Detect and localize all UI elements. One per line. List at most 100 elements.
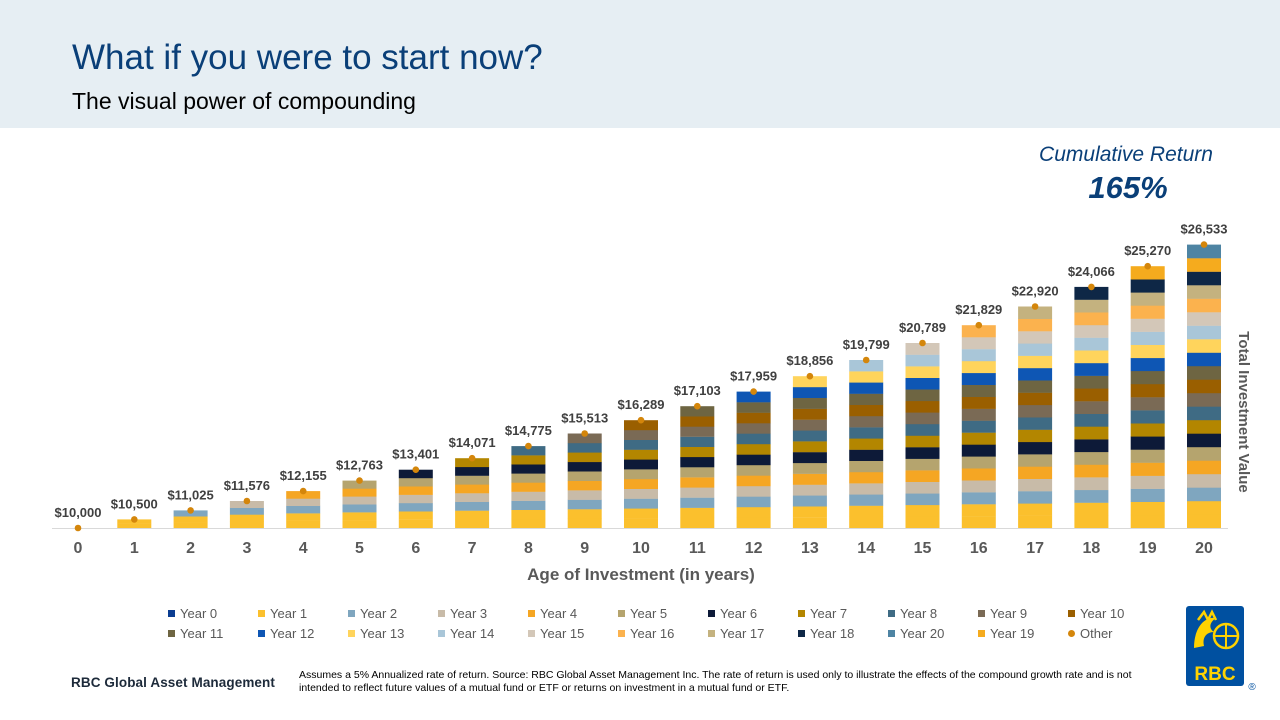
value-label: $19,799 — [843, 337, 890, 352]
legend-swatch — [1068, 629, 1075, 637]
bar-segment — [1130, 475, 1165, 489]
legend-label: Year 12 — [270, 625, 315, 641]
bar-segment — [624, 518, 658, 529]
bar-segment — [567, 518, 602, 529]
legend: Year 0 Year 1 Year 2 Year 3 Year 4 Year 5 Yea… — [160, 603, 1150, 643]
legend-swatch — [978, 629, 985, 637]
legend-label: Year 14 — [450, 625, 495, 641]
legend-swatch — [168, 629, 175, 637]
bar-segment — [905, 458, 940, 471]
bar-segment — [229, 514, 264, 522]
x-axis-label: Age of Investment (in years) — [527, 565, 755, 584]
x-tick-label: 2 — [186, 540, 195, 557]
bar-segment — [1130, 410, 1165, 424]
x-tick-label: 14 — [857, 540, 875, 557]
bar-segment — [736, 391, 771, 403]
brand-name: RBC Global Asset Management — [71, 675, 275, 690]
bar-segment — [792, 517, 827, 529]
cumulative-return-label: Cumulative Return — [1039, 143, 1213, 166]
bar-segment — [849, 438, 884, 450]
bars-group — [117, 244, 1221, 529]
bar-segment — [1018, 417, 1053, 430]
value-label: $20,789 — [899, 320, 946, 335]
bar-segment — [1130, 344, 1165, 359]
bar-segment — [1018, 491, 1053, 504]
total-dot — [1144, 262, 1151, 270]
bar-segment — [680, 477, 715, 488]
bar-segment — [624, 430, 658, 440]
bar-segment — [1130, 292, 1165, 306]
bar-segment — [1187, 312, 1221, 326]
bar-segment — [1187, 447, 1221, 461]
bar-segment — [567, 490, 602, 500]
bar-segment — [1187, 366, 1221, 380]
bar-segment — [1018, 515, 1053, 529]
bar-segment — [1074, 388, 1109, 402]
bar-segment — [624, 449, 658, 460]
legend-label: Year 3 — [450, 605, 488, 621]
bar-segment — [849, 382, 884, 394]
bar-segment — [398, 494, 433, 504]
value-label: $13,401 — [392, 447, 439, 462]
bar-segment — [1130, 266, 1165, 280]
bar-segment — [511, 518, 546, 529]
total-dot — [1200, 241, 1208, 248]
value-label: $15,513 — [561, 411, 608, 426]
bar-segment — [1130, 397, 1165, 411]
bar-segment — [567, 499, 602, 510]
bar-segment — [1187, 487, 1221, 502]
bar-segment — [455, 458, 490, 468]
x-tick-label: 3 — [242, 540, 251, 557]
bar-segment — [1074, 515, 1109, 529]
legend-swatch — [438, 609, 445, 617]
bar-segment — [286, 498, 321, 506]
legend-label: Year 20 — [900, 625, 945, 641]
bar-segment — [1130, 423, 1165, 437]
legend-label: Year 1 — [270, 605, 308, 621]
page-title: What if you were to start now? — [72, 38, 543, 77]
x-tick-label: 8 — [524, 540, 533, 557]
bar-segment — [173, 522, 208, 529]
legend-item: Year 19 — [970, 626, 1060, 641]
bar-segment — [961, 396, 996, 409]
bar-segment — [905, 470, 940, 482]
bar-segment — [511, 500, 546, 510]
bar-segment — [680, 406, 715, 417]
bar-segment — [680, 517, 715, 529]
bar-segment — [736, 412, 771, 424]
legend-swatch — [348, 609, 355, 617]
value-labels: $10,000 $10,500 $11,025 $11,576 $12,155 $12,7… — [55, 222, 1228, 520]
bar-segment — [511, 509, 546, 520]
bar-segment — [1187, 406, 1221, 421]
total-dot — [1031, 303, 1039, 310]
value-label: $21,829 — [955, 302, 1002, 317]
bar-segment — [905, 400, 940, 413]
bar-segment — [1074, 299, 1109, 313]
bar-segment — [229, 521, 264, 529]
value-label: $17,103 — [674, 383, 721, 398]
total-dot — [468, 454, 476, 462]
legend-item: Year 6 — [700, 606, 790, 621]
x-tick-label: 16 — [970, 540, 988, 557]
x-tick-label: 4 — [299, 540, 308, 557]
legend-item: Year 13 — [340, 626, 430, 641]
bar-segment — [961, 337, 996, 350]
legend-item: Year 3 — [430, 606, 520, 621]
total-dot — [806, 372, 814, 380]
legend-swatch — [438, 629, 445, 637]
bar-segment — [849, 483, 884, 495]
legend-item: Year 12 — [250, 626, 340, 641]
legend-item: Year 14 — [430, 626, 520, 641]
value-label: $14,071 — [449, 435, 496, 450]
legend-swatch — [798, 629, 805, 637]
legend-label: Year 5 — [630, 605, 668, 621]
bar-segment — [511, 464, 546, 474]
value-label: $11,025 — [167, 487, 213, 502]
bar-segment — [286, 505, 321, 514]
bar-segment — [1130, 514, 1165, 529]
bar-segment — [961, 456, 996, 469]
bar-segment — [961, 384, 996, 397]
x-tick-label: 10 — [632, 540, 650, 557]
bar-segment — [736, 486, 771, 497]
legend-label: Year 4 — [540, 605, 578, 621]
